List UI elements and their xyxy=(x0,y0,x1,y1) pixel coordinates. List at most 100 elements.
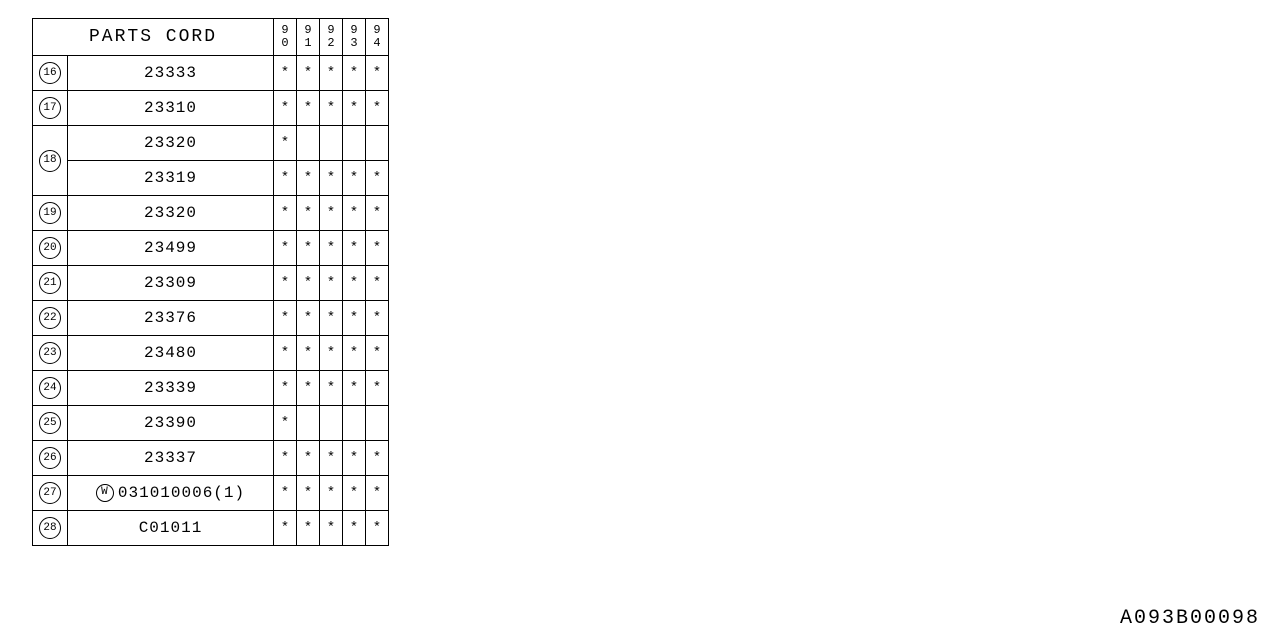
part-code: C01011 xyxy=(139,519,203,537)
year-mark-cell: * xyxy=(343,196,366,231)
year-mark-cell: * xyxy=(297,511,320,546)
table-row: 1823320* xyxy=(33,126,389,161)
part-code-cell: 23339 xyxy=(68,371,274,406)
index-badge: 21 xyxy=(39,272,61,294)
year-mark-cell: * xyxy=(274,336,297,371)
part-code-cell: C01011 xyxy=(68,511,274,546)
index-badge: 16 xyxy=(39,62,61,84)
year-mark-cell: * xyxy=(343,91,366,126)
index-badge: 28 xyxy=(39,517,61,539)
year-mark-cell: * xyxy=(366,56,389,91)
year-mark-cell: * xyxy=(320,56,343,91)
year-mark-cell: * xyxy=(274,56,297,91)
year-mark-cell: * xyxy=(320,371,343,406)
year-mark-cell xyxy=(297,406,320,441)
year-mark-cell: * xyxy=(320,266,343,301)
year-mark-cell: * xyxy=(366,266,389,301)
part-code: 23337 xyxy=(144,449,197,467)
year-mark-cell: * xyxy=(274,476,297,511)
year-mark-cell: * xyxy=(343,511,366,546)
part-code-cell: 23320 xyxy=(68,196,274,231)
year-mark-cell: * xyxy=(274,371,297,406)
year-mark-cell: * xyxy=(343,441,366,476)
year-mark-cell xyxy=(320,406,343,441)
part-code-cell: 23499 xyxy=(68,231,274,266)
header-row: PARTS CORD 90 91 92 93 94 xyxy=(33,19,389,56)
table-row: 2423339***** xyxy=(33,371,389,406)
index-cell: 28 xyxy=(33,511,68,546)
index-cell: 22 xyxy=(33,301,68,336)
year-mark-cell: * xyxy=(366,441,389,476)
part-code: 23320 xyxy=(144,134,197,152)
table-row: 27W031010006(1)***** xyxy=(33,476,389,511)
year-mark-cell xyxy=(343,406,366,441)
year-mark-cell: * xyxy=(366,301,389,336)
index-cell: 16 xyxy=(33,56,68,91)
index-badge: 23 xyxy=(39,342,61,364)
year-mark-cell: * xyxy=(320,476,343,511)
part-code-cell: 23480 xyxy=(68,336,274,371)
year-mark-cell: * xyxy=(366,161,389,196)
part-code-cell: 23319 xyxy=(68,161,274,196)
year-mark-cell: * xyxy=(297,441,320,476)
year-mark-cell: * xyxy=(297,161,320,196)
index-cell: 27 xyxy=(33,476,68,511)
part-code: 23376 xyxy=(144,309,197,327)
year-mark-cell: * xyxy=(343,231,366,266)
year-mark-cell: * xyxy=(320,441,343,476)
year-mark-cell: * xyxy=(366,231,389,266)
index-badge: 27 xyxy=(39,482,61,504)
part-code: 23319 xyxy=(144,169,197,187)
year-mark-cell xyxy=(343,126,366,161)
part-code: 23333 xyxy=(144,64,197,82)
year-mark-cell: * xyxy=(297,476,320,511)
header-year-0: 90 xyxy=(274,19,297,56)
part-code-cell: 23333 xyxy=(68,56,274,91)
year-mark-cell xyxy=(366,126,389,161)
year-mark-cell: * xyxy=(274,126,297,161)
table-row: 23319***** xyxy=(33,161,389,196)
part-code-cell: 23309 xyxy=(68,266,274,301)
part-code: 23310 xyxy=(144,99,197,117)
table-body: 1623333*****1723310*****1823320*23319***… xyxy=(33,56,389,546)
year-mark-cell: * xyxy=(274,406,297,441)
index-badge: 22 xyxy=(39,307,61,329)
year-mark-cell: * xyxy=(366,511,389,546)
year-mark-cell: * xyxy=(274,301,297,336)
year-mark-cell: * xyxy=(274,91,297,126)
footer-code: A093B00098 xyxy=(1120,607,1260,630)
year-mark-cell: * xyxy=(343,266,366,301)
year-mark-cell xyxy=(366,406,389,441)
year-mark-cell: * xyxy=(274,196,297,231)
table-row: 25 23390 * xyxy=(33,406,389,441)
year-mark-cell: * xyxy=(297,336,320,371)
index-cell: 18 xyxy=(33,126,68,196)
part-code: 23390 xyxy=(144,414,197,432)
table-row: 1923320***** xyxy=(33,196,389,231)
year-mark-cell: * xyxy=(320,336,343,371)
table-row: 2223376***** xyxy=(33,301,389,336)
table-row: 28C01011***** xyxy=(33,511,389,546)
index-badge: 25 xyxy=(39,412,61,434)
part-code-cell: 23320 xyxy=(68,126,274,161)
year-mark-cell: * xyxy=(343,161,366,196)
index-cell: 21 xyxy=(33,266,68,301)
year-mark-cell: * xyxy=(366,91,389,126)
year-mark-cell: * xyxy=(320,91,343,126)
year-mark-cell: * xyxy=(274,441,297,476)
part-code: 23309 xyxy=(144,274,197,292)
year-mark-cell: * xyxy=(320,301,343,336)
table-row: 2323480***** xyxy=(33,336,389,371)
part-prefix-badge: W xyxy=(96,484,114,502)
year-mark-cell: * xyxy=(297,56,320,91)
index-badge: 19 xyxy=(39,202,61,224)
year-mark-cell: * xyxy=(297,231,320,266)
year-mark-cell: * xyxy=(320,161,343,196)
index-badge: 17 xyxy=(39,97,61,119)
index-cell: 19 xyxy=(33,196,68,231)
year-mark-cell: * xyxy=(297,91,320,126)
index-badge: 18 xyxy=(39,150,61,172)
index-cell: 26 xyxy=(33,441,68,476)
index-badge: 24 xyxy=(39,377,61,399)
header-year-3: 93 xyxy=(343,19,366,56)
